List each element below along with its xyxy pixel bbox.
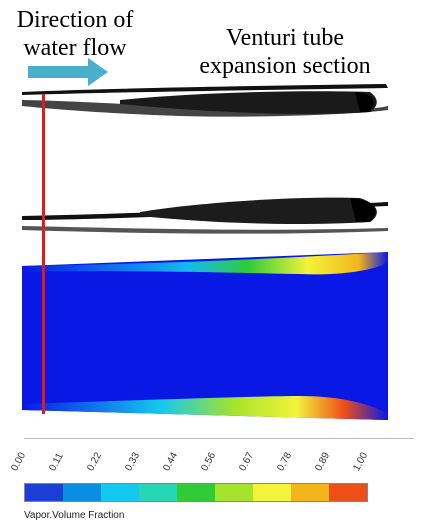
tick-8: 0.89: [313, 450, 333, 473]
flow-arrow: [28, 58, 108, 86]
direction-of-flow-label: Direction of water flow: [16, 7, 134, 61]
tick-0: 0.00: [9, 450, 29, 473]
colorbar-segment-7: [291, 484, 329, 501]
tick-1: 0.11: [47, 451, 66, 473]
reference-line: [42, 94, 45, 414]
colorbar-segment-5: [215, 484, 253, 501]
tick-5: 0.56: [199, 450, 219, 473]
colorbar-segment-3: [139, 484, 177, 501]
cfd-simulation: [22, 252, 388, 420]
venturi-figure: [22, 58, 414, 439]
tick-7: 0.78: [275, 450, 295, 473]
tick-9: 1.00: [351, 450, 371, 473]
colorbar-segment-0: [25, 484, 63, 501]
colorbar-segment-4: [177, 484, 215, 501]
experimental-photo-top: [22, 84, 388, 117]
tick-3: 0.33: [123, 450, 143, 473]
colorbar-ticks: 0.00 0.11 0.22 0.33 0.44 0.56 0.67 0.78 …: [0, 440, 437, 476]
colorbar-segment-6: [253, 484, 291, 501]
axis-divider: [24, 438, 414, 439]
venturi-expansion-label: Venturi tube expansion section: [199, 25, 371, 79]
colorbar-title: Vapor.Volume Fraction: [24, 510, 125, 521]
colorbar-segment-1: [63, 484, 101, 501]
tick-4: 0.44: [161, 450, 181, 473]
colorbar: [24, 483, 368, 502]
tick-6: 0.67: [237, 450, 257, 473]
colorbar-segment-8: [329, 484, 367, 501]
colorbar-segment-2: [101, 484, 139, 501]
experimental-photo-bottom: [22, 197, 388, 234]
tick-2: 0.22: [85, 450, 105, 473]
